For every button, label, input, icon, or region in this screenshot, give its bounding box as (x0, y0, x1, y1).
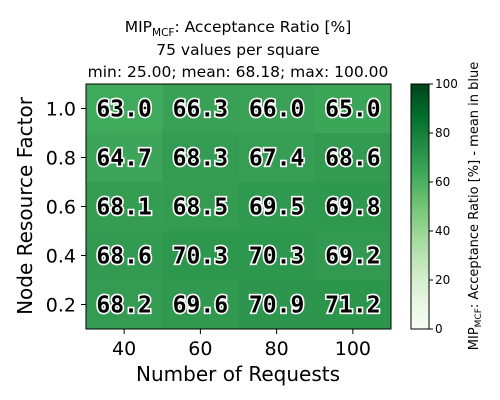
chart-title-line-1: MIPMCF: Acceptance Ratio [%] (125, 18, 352, 39)
cell-value-label: 69.5 (249, 195, 304, 221)
heatmap-cell (86, 182, 163, 232)
cell-value-label: 70.3 (249, 244, 304, 270)
y-axis-label: Node Resource Factor (13, 96, 37, 315)
chart-title-line-2: 75 values per square (156, 41, 319, 59)
cell-value-label: 71.2 (325, 293, 380, 319)
heatmap-cell (238, 231, 316, 281)
cell-value-label: 64.7 (96, 146, 151, 172)
colorbar-tick-label: 40 (435, 224, 450, 238)
cell-value-label: 70.9 (249, 293, 304, 319)
colorbar-tick-label: 80 (435, 126, 450, 140)
cell-value-label: 68.5 (173, 195, 228, 221)
y-tick-label: 0.2 (46, 295, 76, 317)
cell-value-label: 70.3 (173, 244, 228, 270)
colorbar-tick-label: 60 (435, 175, 450, 189)
cell-value-label: 68.6 (96, 244, 151, 270)
y-tick-label: 1.0 (46, 99, 76, 121)
cell-value-label: 69.2 (325, 244, 380, 270)
heatmap-cell (238, 280, 316, 330)
y-tick-label: 0.4 (46, 246, 76, 268)
x-tick-label: 40 (112, 338, 136, 360)
cell-value-label: 66.0 (249, 97, 304, 123)
heatmap-cell (162, 231, 239, 281)
colorbar-tick-label: 20 (435, 273, 450, 287)
heatmap-cell (314, 84, 392, 134)
heatmap-cell (314, 280, 392, 330)
x-tick-label: 80 (265, 338, 289, 360)
heatmap-cell-labels: 63.0 66.3 66.0 65.0 64.7 68.3 67.4 68.6 68.1 68.5… (95, 95, 382, 320)
cell-value-label: 68.1 (96, 195, 151, 221)
heatmap-cells (86, 84, 392, 330)
cell-value-label: 66.3 (173, 97, 228, 123)
colorbar-label: MIPMCF: Acceptance Ratio [%] - mean in b… (467, 62, 484, 350)
cell-value-label: 68.2 (96, 293, 151, 319)
chart-title-line-3: min: 25.00; mean: 68.18; max: 100.00 (88, 63, 389, 81)
heatmap-cell (162, 280, 239, 330)
y-tick-label: 0.6 (46, 197, 76, 219)
heatmap-cell (314, 133, 392, 183)
heatmap-cell (86, 133, 163, 183)
colorbar-tick-label: 100 (435, 77, 458, 91)
heatmap-cell (86, 280, 163, 330)
cell-value-label: 68.6 (325, 146, 380, 172)
y-axis-ticks: 1.0 0.8 0.6 0.4 0.2 (46, 99, 86, 317)
y-tick-label: 0.8 (46, 148, 76, 170)
x-tick-label: 60 (188, 338, 212, 360)
heatmap-cell (314, 182, 392, 232)
cell-value-label: 69.8 (325, 195, 380, 221)
colorbar (410, 83, 430, 330)
x-axis-ticks: 40 60 80 100 (112, 329, 371, 360)
heatmap-cell (86, 231, 163, 281)
colorbar-ticks: 0 20 40 60 80 100 (429, 77, 458, 336)
heatmap-cell (162, 84, 239, 134)
heatmap-cell (314, 231, 392, 281)
heatmap-cell (162, 133, 239, 183)
x-tick-label: 100 (335, 338, 371, 360)
heatmap-cell (238, 84, 316, 134)
cell-value-label: 65.0 (325, 97, 380, 123)
x-axis-label: Number of Requests (136, 362, 340, 386)
heatmap-cell (238, 133, 316, 183)
heatmap-cell (86, 84, 163, 134)
cell-value-label: 63.0 (96, 97, 151, 123)
cell-value-label: 67.4 (249, 146, 304, 172)
cell-value-label: 69.6 (173, 293, 228, 319)
heatmap-cell (162, 182, 239, 232)
cell-value-label: 68.3 (173, 146, 228, 172)
colorbar-tick-label: 0 (435, 322, 443, 336)
heatmap-cell (238, 182, 316, 232)
